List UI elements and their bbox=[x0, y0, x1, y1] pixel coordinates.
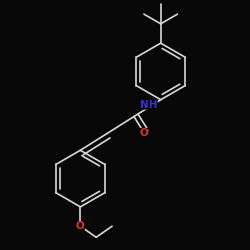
Text: O: O bbox=[76, 221, 85, 231]
Text: O: O bbox=[140, 128, 148, 138]
Text: NH: NH bbox=[140, 100, 158, 110]
